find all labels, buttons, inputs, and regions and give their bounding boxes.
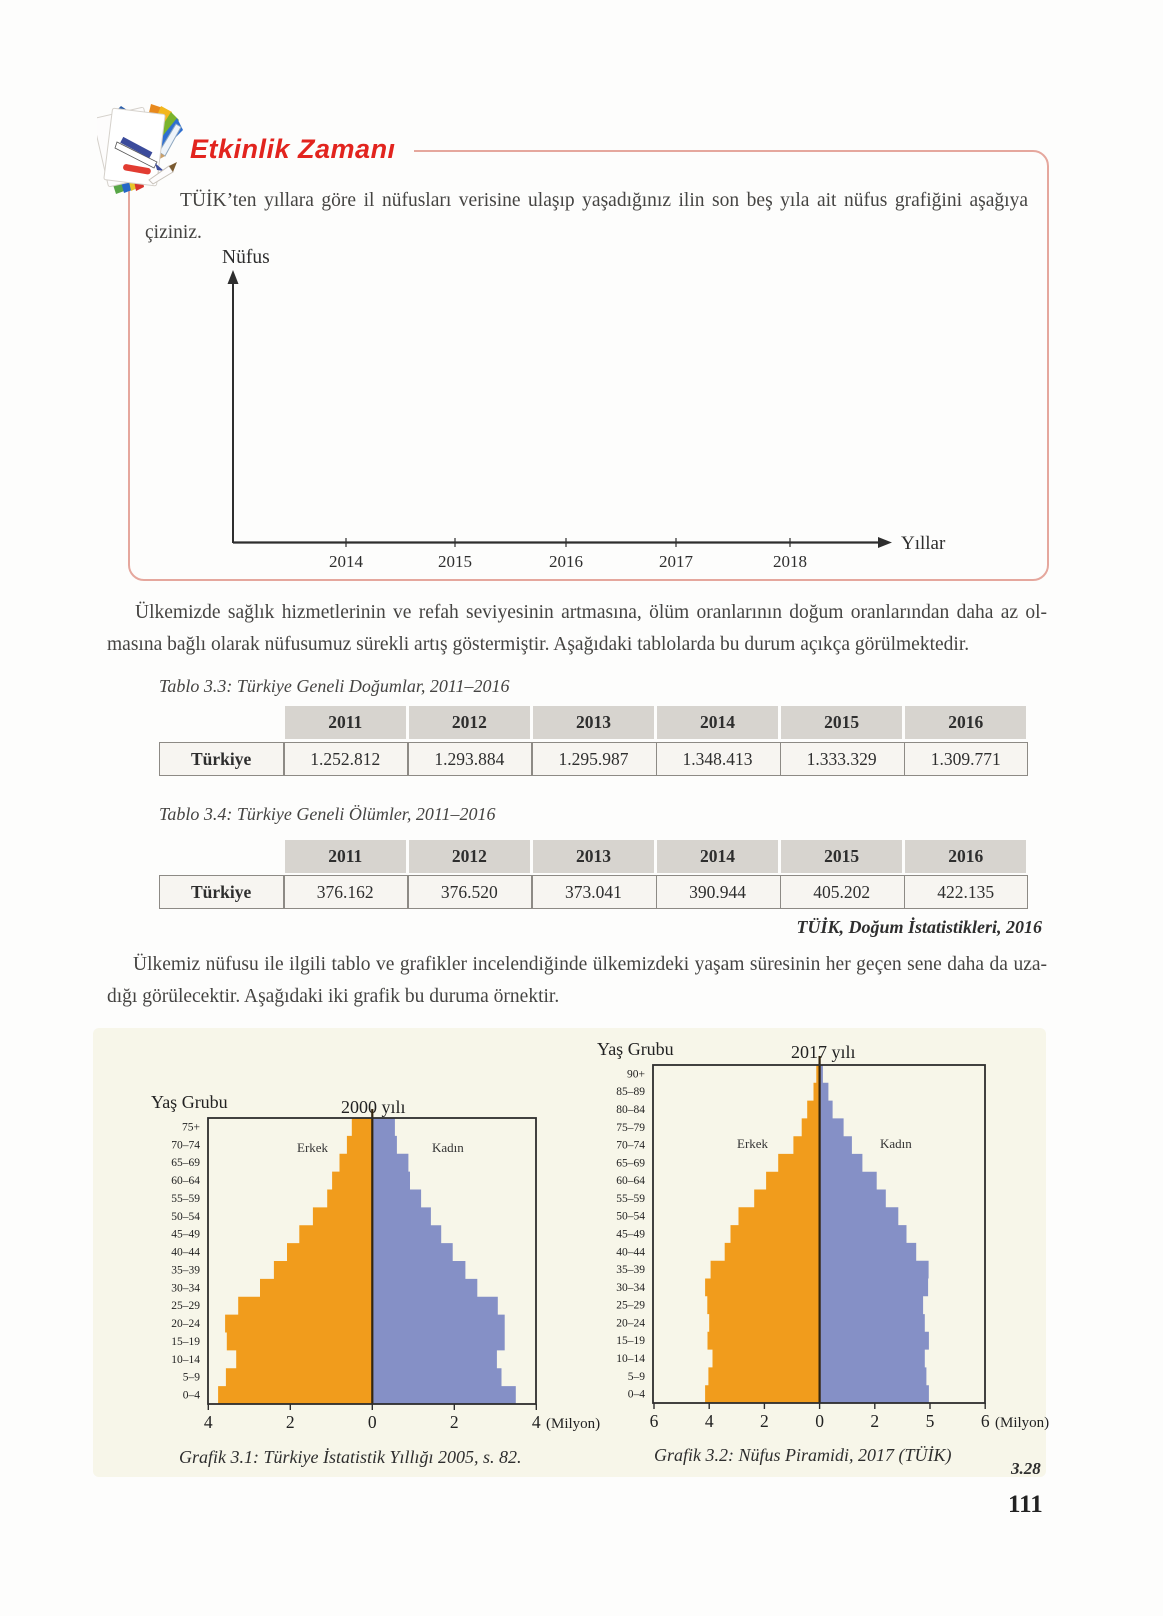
svg-text:0–4: 0–4 — [183, 1390, 201, 1402]
svg-text:2: 2 — [870, 1411, 879, 1431]
svg-text:25–29: 25–29 — [616, 1300, 645, 1312]
svg-text:2017: 2017 — [659, 552, 694, 571]
svg-text:5–9: 5–9 — [183, 1372, 201, 1384]
svg-text:70–74: 70–74 — [616, 1140, 645, 1152]
svg-text:5: 5 — [926, 1411, 935, 1431]
svg-text:85–89: 85–89 — [616, 1086, 645, 1098]
svg-text:50–54: 50–54 — [171, 1211, 200, 1223]
svg-text:4: 4 — [532, 1412, 541, 1432]
svg-text:25–29: 25–29 — [171, 1300, 200, 1312]
svg-text:35–39: 35–39 — [171, 1264, 200, 1276]
svg-text:Yıllar: Yıllar — [901, 533, 946, 554]
svg-text:30–34: 30–34 — [171, 1282, 200, 1294]
svg-text:2014: 2014 — [329, 552, 364, 571]
svg-text:80–84: 80–84 — [616, 1104, 645, 1116]
svg-text:Erkek: Erkek — [297, 1140, 329, 1155]
svg-text:75–79: 75–79 — [616, 1122, 645, 1134]
svg-text:6: 6 — [981, 1411, 990, 1431]
svg-text:45–49: 45–49 — [616, 1229, 645, 1241]
svg-text:20–24: 20–24 — [171, 1318, 200, 1330]
svg-text:0–4: 0–4 — [628, 1389, 646, 1401]
svg-text:10–14: 10–14 — [171, 1354, 200, 1366]
svg-text:(Milyon): (Milyon) — [995, 1415, 1049, 1431]
svg-text:2018: 2018 — [773, 552, 807, 571]
svg-text:45–49: 45–49 — [171, 1229, 200, 1241]
svg-text:15–19: 15–19 — [616, 1335, 645, 1347]
svg-text:2: 2 — [760, 1411, 769, 1431]
svg-text:65–69: 65–69 — [616, 1157, 645, 1169]
svg-text:40–44: 40–44 — [616, 1246, 645, 1258]
svg-text:2015: 2015 — [438, 552, 472, 571]
svg-text:4: 4 — [705, 1411, 714, 1431]
svg-text:65–69: 65–69 — [171, 1157, 200, 1169]
svg-text:4: 4 — [204, 1412, 213, 1432]
svg-text:6: 6 — [650, 1411, 659, 1431]
svg-text:75+: 75+ — [182, 1121, 200, 1133]
svg-text:5–9: 5–9 — [628, 1371, 646, 1383]
svg-text:90+: 90+ — [627, 1068, 645, 1080]
svg-text:0: 0 — [815, 1411, 824, 1431]
svg-text:60–64: 60–64 — [616, 1175, 645, 1187]
svg-text:Erkek: Erkek — [737, 1136, 769, 1151]
svg-text:20–24: 20–24 — [616, 1317, 645, 1329]
svg-text:10–14: 10–14 — [616, 1353, 645, 1365]
svg-text:40–44: 40–44 — [171, 1247, 200, 1259]
svg-text:2: 2 — [450, 1412, 459, 1432]
svg-text:(Milyon): (Milyon) — [546, 1416, 600, 1432]
svg-text:30–34: 30–34 — [616, 1282, 645, 1294]
svg-text:2: 2 — [286, 1412, 295, 1432]
svg-text:55–59: 55–59 — [616, 1193, 645, 1205]
svg-text:0: 0 — [368, 1412, 377, 1432]
svg-text:70–74: 70–74 — [171, 1139, 200, 1151]
svg-text:50–54: 50–54 — [616, 1211, 645, 1223]
svg-text:2016: 2016 — [549, 552, 583, 571]
svg-text:55–59: 55–59 — [171, 1193, 200, 1205]
svg-text:60–64: 60–64 — [171, 1175, 200, 1187]
svg-text:15–19: 15–19 — [171, 1336, 200, 1348]
svg-text:Kadın: Kadın — [880, 1136, 912, 1151]
svg-text:Kadın: Kadın — [432, 1140, 464, 1155]
svg-text:35–39: 35–39 — [616, 1264, 645, 1276]
